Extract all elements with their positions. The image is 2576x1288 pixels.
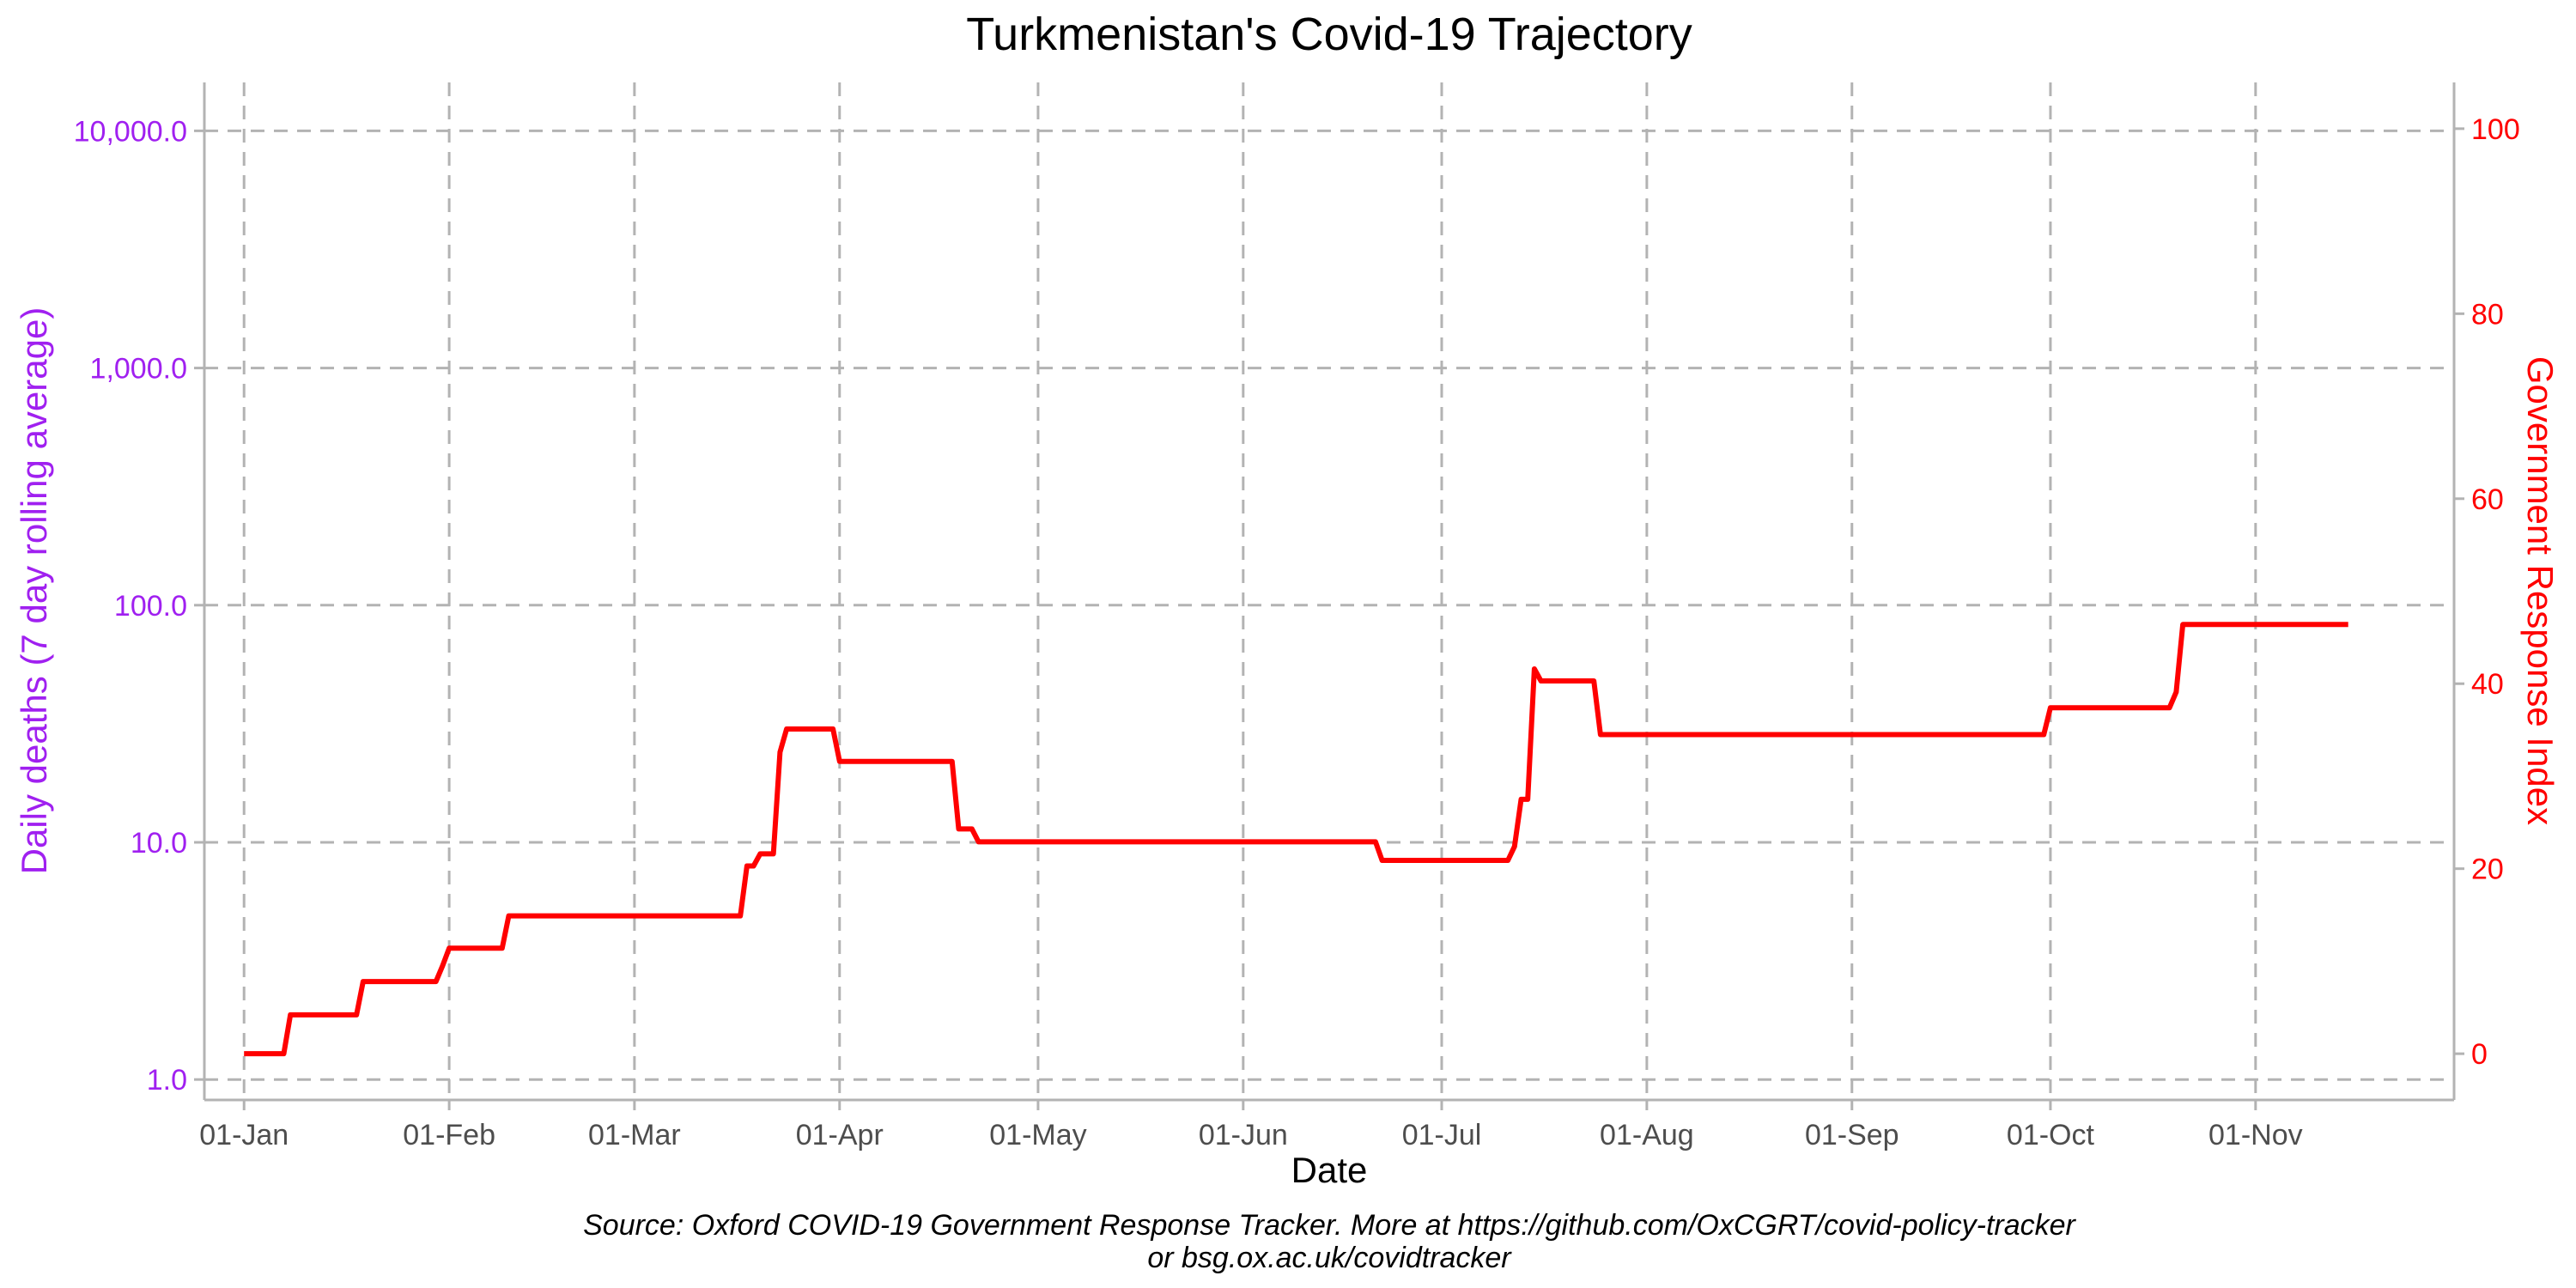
y-right-tick-label: 40 xyxy=(2471,668,2504,701)
x-tick-label: 01-Feb xyxy=(403,1119,495,1151)
y-axis-right-title: Government Response Index xyxy=(2520,356,2561,825)
x-tick-label: 01-Mar xyxy=(588,1119,681,1151)
x-tick-label: 01-Sep xyxy=(1805,1119,1899,1151)
x-tick-label: 01-Nov xyxy=(2208,1119,2303,1151)
grid xyxy=(204,82,2454,1100)
y-right-tick-label: 100 xyxy=(2471,113,2520,146)
y-right-tick-label: 20 xyxy=(2471,854,2504,886)
x-tick-label: 01-May xyxy=(989,1119,1086,1151)
x-tick-label: 01-Oct xyxy=(2007,1119,2095,1151)
x-tick-label: 01-Aug xyxy=(1600,1119,1694,1151)
y-right-tick-label: 80 xyxy=(2471,298,2504,331)
y-left-tick-label: 1,000.0 xyxy=(90,353,187,386)
y-left-tick-label: 10.0 xyxy=(131,827,187,860)
series xyxy=(244,622,2348,1057)
y-left-tick-label: 1.0 xyxy=(147,1064,187,1097)
chart-title: Turkmenistan's Covid-19 Trajectory xyxy=(966,9,1692,60)
series-line-government-response-index xyxy=(244,622,2348,1057)
y-right-tick-label: 0 xyxy=(2471,1038,2488,1071)
x-tick-label: 01-Jan xyxy=(199,1119,289,1151)
y-right-tick-label: 60 xyxy=(2471,483,2504,516)
axis-ticks: 01-Jan 01-Feb 01-Mar 01-Apr 01-May 01-Jun 01-J… xyxy=(74,113,2520,1151)
caption-line-2: or bsg.ox.ac.uk/covidtracker xyxy=(1147,1242,1512,1274)
caption-line-1: Source: Oxford COVID-19 Government Respo… xyxy=(583,1209,2076,1242)
y-axis-left-title: Daily deaths (7 day rolling average) xyxy=(14,307,54,875)
x-axis-title: Date xyxy=(1291,1150,1368,1190)
x-tick-label: 01-Jul xyxy=(1402,1119,1482,1151)
y-left-tick-label: 100.0 xyxy=(114,590,187,623)
y-left-tick-label: 10,000.0 xyxy=(74,115,187,148)
x-tick-label: 01-Apr xyxy=(796,1119,884,1151)
x-tick-label: 01-Jun xyxy=(1199,1119,1288,1151)
